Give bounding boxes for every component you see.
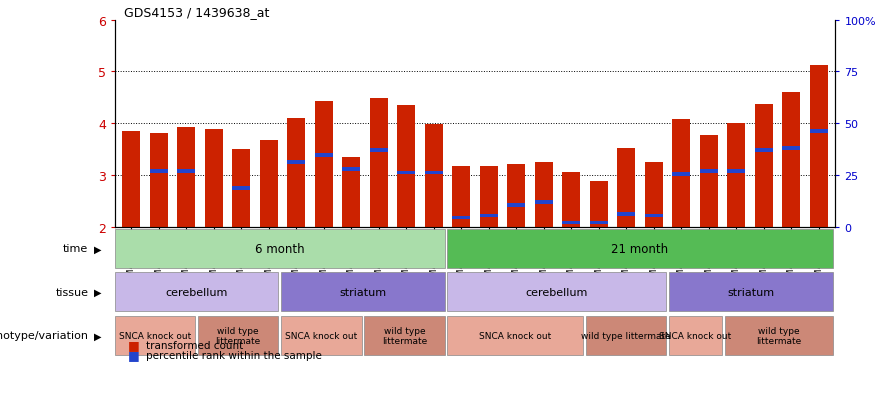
Text: ▶: ▶ <box>95 287 102 297</box>
Bar <box>198 316 278 355</box>
Bar <box>728 124 745 227</box>
Bar <box>281 316 362 355</box>
Bar <box>342 157 361 227</box>
Text: 21 month: 21 month <box>612 242 668 255</box>
Bar <box>281 273 445 312</box>
Bar <box>645 163 663 227</box>
Text: 6 month: 6 month <box>255 242 305 255</box>
Bar <box>480 166 498 227</box>
Text: cerebellum: cerebellum <box>165 287 228 297</box>
Bar <box>115 316 195 355</box>
Bar <box>178 170 195 173</box>
Text: ■: ■ <box>128 338 140 351</box>
Bar <box>590 182 608 227</box>
Bar <box>782 147 800 150</box>
Text: tissue: tissue <box>56 287 88 297</box>
Bar <box>453 166 470 227</box>
Text: GDS4153 / 1439638_at: GDS4153 / 1439638_at <box>124 6 269 19</box>
Bar <box>398 171 415 175</box>
Bar <box>480 214 498 218</box>
Bar <box>447 316 583 355</box>
Bar <box>205 130 223 227</box>
Bar <box>562 173 580 227</box>
Bar <box>810 66 827 227</box>
Bar <box>287 119 305 227</box>
Bar <box>669 316 721 355</box>
Text: SNCA knock out: SNCA knock out <box>286 331 357 340</box>
Bar <box>673 120 690 227</box>
Bar <box>586 316 667 355</box>
Text: wild type littermate: wild type littermate <box>582 331 671 340</box>
Bar <box>315 102 333 227</box>
Text: transformed count: transformed count <box>146 340 243 350</box>
Bar <box>700 170 718 173</box>
Text: ▶: ▶ <box>95 244 102 254</box>
Text: time: time <box>63 244 88 254</box>
Bar <box>562 221 580 225</box>
Bar <box>810 130 827 133</box>
Bar <box>725 316 833 355</box>
Bar <box>287 161 305 164</box>
Bar <box>260 140 278 227</box>
Text: wild type
littermate: wild type littermate <box>756 326 801 345</box>
Bar <box>755 149 773 152</box>
Bar <box>535 201 552 204</box>
Bar <box>115 229 445 268</box>
Text: percentile rank within the sample: percentile rank within the sample <box>146 350 322 360</box>
Bar <box>425 125 443 227</box>
Bar <box>507 204 525 207</box>
Bar <box>645 214 663 218</box>
Bar <box>453 216 470 220</box>
Bar <box>342 168 361 171</box>
Bar <box>398 106 415 227</box>
Bar <box>617 149 636 227</box>
Bar <box>669 273 833 312</box>
Text: wild type
littermate: wild type littermate <box>382 326 427 345</box>
Text: SNCA knock out: SNCA knock out <box>119 331 191 340</box>
Bar <box>178 128 195 227</box>
Text: cerebellum: cerebellum <box>526 287 588 297</box>
Text: SNCA knock out: SNCA knock out <box>479 331 552 340</box>
Bar <box>425 171 443 175</box>
Text: ■: ■ <box>128 349 140 362</box>
Bar <box>700 135 718 227</box>
Bar <box>447 229 833 268</box>
Bar <box>755 104 773 227</box>
Text: genotype/variation: genotype/variation <box>0 330 88 341</box>
Bar <box>590 221 608 225</box>
Text: wild type
littermate: wild type littermate <box>216 326 261 345</box>
Text: striatum: striatum <box>728 287 774 297</box>
Bar <box>150 133 168 227</box>
Bar <box>447 273 667 312</box>
Bar <box>673 173 690 176</box>
Bar <box>728 170 745 173</box>
Bar <box>535 163 552 227</box>
Bar <box>782 93 800 227</box>
Bar <box>232 150 250 227</box>
Bar <box>115 273 278 312</box>
Text: striatum: striatum <box>339 287 386 297</box>
Text: SNCA knock out: SNCA knock out <box>659 331 732 340</box>
Bar <box>507 164 525 227</box>
Bar <box>123 132 141 227</box>
Bar <box>315 154 333 158</box>
Bar <box>232 187 250 190</box>
Text: ▶: ▶ <box>95 330 102 341</box>
Bar <box>617 212 636 216</box>
Bar <box>150 170 168 173</box>
Bar <box>364 316 445 355</box>
Bar <box>370 99 388 227</box>
Bar <box>370 149 388 152</box>
